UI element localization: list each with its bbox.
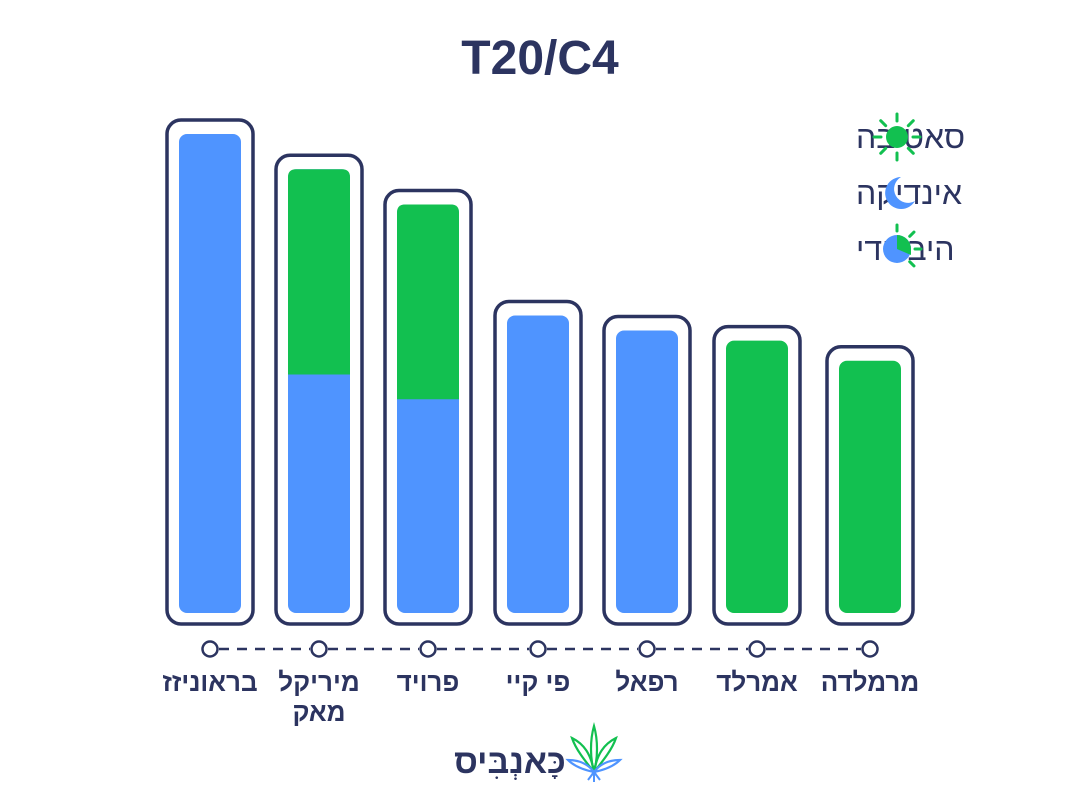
bar-segment-sativa — [397, 204, 459, 400]
category-axis — [201, 640, 879, 658]
bars-group — [165, 118, 915, 626]
category-label-2: מיריקל — [278, 667, 359, 697]
bar-segment-indica — [616, 330, 678, 613]
bar-5 — [602, 314, 692, 626]
hybrid-sun-moon-icon — [883, 223, 923, 268]
brand-name: כָּאנְבִּיס — [454, 743, 566, 781]
bar-7 — [825, 345, 915, 626]
bar-2 — [274, 153, 364, 626]
brand-logo: כָּאנְבִּיס — [454, 721, 623, 782]
bar-4 — [493, 299, 583, 626]
legend: סאטיבה אינדיקה היברידי — [856, 112, 965, 268]
bar-segment-sativa — [726, 340, 788, 613]
category-label-5: רפאל — [615, 667, 678, 697]
category-label-4: פי קיי — [506, 667, 571, 697]
category-label-2-line-2: מאק — [292, 697, 345, 727]
axis-tick-5 — [638, 640, 656, 658]
bar-segment-sativa — [288, 169, 350, 375]
bar-6 — [712, 324, 802, 626]
axis-tick-1 — [201, 640, 219, 658]
bar-segment-indica — [179, 134, 241, 613]
category-label-6: אמרלד — [716, 667, 798, 697]
category-label-3: פרויד — [397, 667, 460, 697]
legend-item-sativa: סאטיבה — [856, 112, 965, 162]
moon-icon — [885, 177, 915, 209]
bar-segment-sativa — [839, 360, 901, 613]
legend-item-indica: אינדיקה — [856, 175, 962, 211]
bar-3 — [383, 188, 473, 626]
axis-tick-7 — [861, 640, 879, 658]
cannabis-leaf-icon — [565, 721, 623, 782]
bar-segment-indica — [507, 315, 569, 613]
axis-tick-3 — [419, 640, 437, 658]
axis-tick-2 — [310, 640, 328, 658]
axis-tick-4 — [529, 640, 547, 658]
legend-item-hybrid: היברידי — [856, 223, 955, 268]
category-label-7: מרמלדה — [821, 667, 920, 697]
category-label-1: בראוניזז — [162, 667, 257, 697]
sun-icon — [872, 112, 922, 162]
bar-1 — [165, 118, 255, 626]
chart-title: T20/C4 — [461, 32, 619, 85]
axis-tick-6 — [748, 640, 766, 658]
